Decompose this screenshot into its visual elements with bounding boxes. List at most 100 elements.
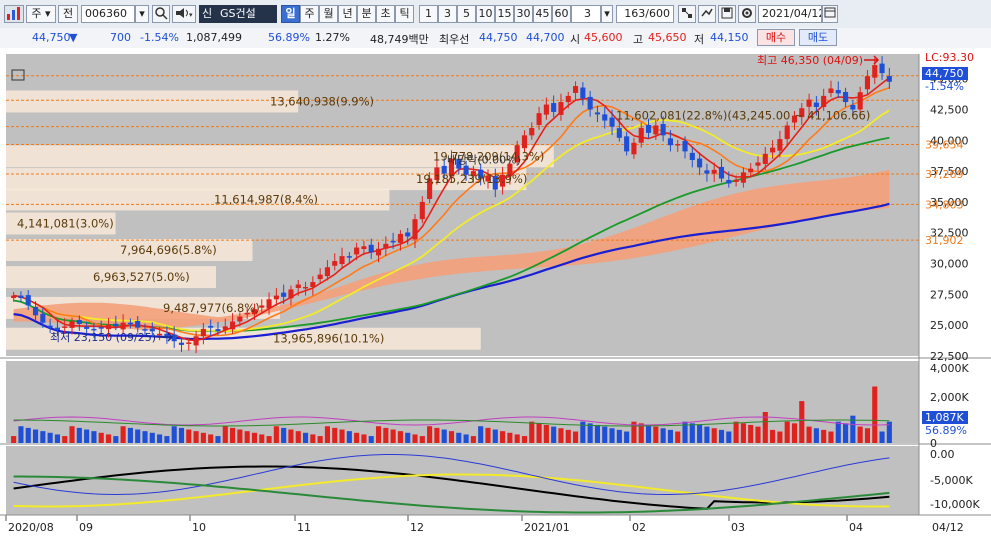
volume-bar [186, 429, 192, 443]
period-tab-틱[interactable]: 틱 [395, 5, 414, 23]
interval-button-30[interactable]: 30 [514, 5, 533, 23]
period-tab-초[interactable]: 초 [376, 5, 395, 23]
volume-bar [463, 434, 469, 443]
period-tab-주[interactable]: 주 [300, 5, 319, 23]
candle-body [791, 115, 798, 123]
volume-bar [295, 431, 301, 443]
price-panel: 13,640,938(9.9%) 19,778,209(14.3%) 19,185,… [6, 54, 919, 356]
buy-button[interactable]: 매수 [757, 29, 795, 46]
interval-button-5[interactable]: 5 [457, 5, 476, 23]
mode-select[interactable]: 주 ▾ [26, 5, 56, 23]
chart-toolbar: 주 ▾ 전 006360 ▾ ▾ 신 GS건설 3 ▾ 163/600 2021… [0, 0, 991, 29]
quote-bar: 44,750 ▼ 700 -1.54% 1,087,499 56.89% 1.2… [0, 28, 991, 49]
volume-bar [412, 434, 418, 443]
candle-body [573, 86, 579, 93]
interval-button-1[interactable]: 1 [419, 5, 438, 23]
volume-bar [105, 434, 112, 443]
candle-body [164, 333, 170, 338]
volume-bar [142, 431, 148, 443]
volume-bar [850, 415, 856, 443]
period-tab-일[interactable]: 일 [281, 5, 300, 23]
candle-body [543, 104, 549, 115]
volume-bar [91, 431, 97, 443]
candle-body [711, 169, 717, 174]
candle-body [25, 295, 31, 306]
candle-body [864, 76, 871, 90]
count-input[interactable]: 163/600 [616, 5, 674, 23]
candle-body [872, 65, 878, 78]
candle-body [259, 305, 265, 308]
volume-profile-bar [6, 188, 390, 211]
interval-button-3[interactable]: 3 [438, 5, 457, 23]
candle-body [105, 325, 112, 330]
interval-button-45[interactable]: 45 [533, 5, 552, 23]
volume-bar [609, 428, 615, 443]
candle-body [609, 117, 615, 127]
volume-bar [317, 436, 323, 443]
candle-body [733, 179, 739, 182]
open-price: 45,600 [584, 31, 623, 44]
candle-body [200, 328, 206, 337]
interval-dropdown-icon[interactable]: ▾ [601, 5, 613, 23]
change-percent: -1.54% [140, 31, 179, 44]
candle-body [843, 91, 849, 103]
interval-input[interactable]: 3 [571, 5, 601, 23]
candle-body [208, 325, 214, 328]
interval-button-15[interactable]: 15 [495, 5, 514, 23]
period-tab-분[interactable]: 분 [357, 5, 376, 23]
candle-body [251, 309, 258, 315]
volume-pct-tag: 56.89% [925, 424, 967, 437]
search-icon[interactable] [152, 5, 170, 23]
candle-body [806, 99, 812, 107]
volume-bar [434, 427, 440, 443]
candle-body [390, 240, 396, 243]
volume-bar [631, 421, 637, 443]
sync-icon[interactable] [698, 5, 716, 23]
code-dropdown-icon[interactable]: ▾ [135, 5, 149, 23]
chart-area[interactable]: 13,640,938(9.9%) 19,778,209(14.3%) 19,185,… [0, 48, 991, 540]
stock-tag: 신 [199, 5, 215, 23]
prev-button[interactable]: 전 [58, 5, 78, 23]
candle-body [69, 321, 75, 328]
settings-icon[interactable] [738, 5, 756, 23]
period-tab-년[interactable]: 년 [338, 5, 357, 23]
candle-body [98, 327, 104, 329]
candle-body [157, 333, 163, 336]
candle-body [697, 158, 703, 168]
volume-bar [32, 429, 39, 443]
stock-code-input[interactable]: 006360 [81, 5, 135, 23]
indicator-axis-label: -5,000K [930, 474, 973, 487]
candle-body [266, 299, 272, 309]
volume-bar [660, 428, 666, 443]
interval-button-10[interactable]: 10 [476, 5, 495, 23]
candle-body [32, 306, 39, 316]
tool-icon[interactable] [678, 5, 696, 23]
level-tag: 31,902 [925, 234, 964, 247]
candle-body [368, 244, 374, 253]
speaker-icon[interactable]: ▾ [172, 5, 196, 23]
volume-bar [441, 429, 447, 443]
candle-body [726, 179, 732, 184]
candle-body [397, 233, 403, 243]
dropdown-arrow-icon: ▾ [45, 7, 51, 20]
volume-bar [354, 432, 360, 443]
volume-bar [507, 432, 513, 443]
stock-name[interactable]: GS건설 [215, 5, 277, 23]
volume-panel-bg [6, 361, 919, 443]
period-tab-월[interactable]: 월 [319, 5, 338, 23]
indicator-panel [6, 446, 919, 515]
candle-body [638, 127, 644, 143]
candle-body [339, 256, 345, 265]
calendar-icon[interactable] [822, 5, 838, 23]
candle-body [375, 248, 382, 256]
sell-button[interactable]: 매도 [799, 29, 837, 46]
volume-bar [675, 431, 681, 443]
high-price: 45,650 [648, 31, 687, 44]
save-icon[interactable] [718, 5, 736, 23]
candle-body [828, 88, 834, 93]
app-logo-icon[interactable] [4, 5, 24, 23]
volume-bar [521, 436, 528, 443]
date-input[interactable]: 2021/04/12 [758, 5, 822, 23]
price-axis-label: 32,500 [930, 227, 969, 240]
interval-button-60[interactable]: 60 [552, 5, 571, 23]
